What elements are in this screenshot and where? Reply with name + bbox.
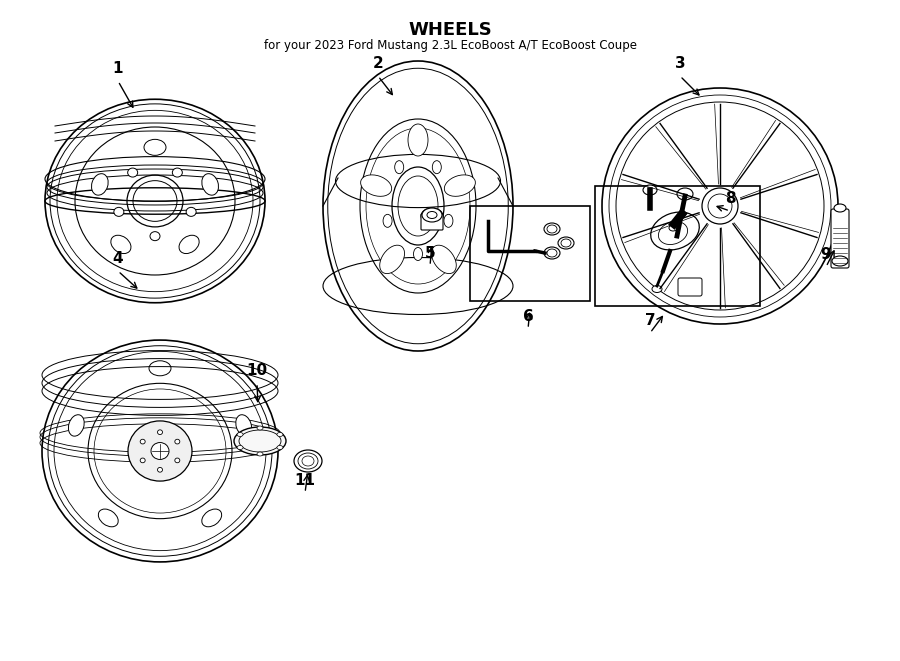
Ellipse shape — [677, 188, 693, 200]
Ellipse shape — [669, 225, 677, 231]
Ellipse shape — [689, 242, 710, 294]
Bar — [470, 206, 590, 301]
Ellipse shape — [422, 208, 442, 222]
Text: 6: 6 — [523, 309, 534, 324]
Ellipse shape — [652, 286, 662, 293]
Ellipse shape — [114, 208, 124, 216]
Ellipse shape — [544, 247, 560, 259]
Ellipse shape — [444, 214, 453, 227]
Ellipse shape — [236, 414, 252, 436]
Text: 2: 2 — [373, 56, 383, 71]
Ellipse shape — [277, 446, 283, 449]
Ellipse shape — [140, 440, 145, 444]
Ellipse shape — [408, 124, 428, 156]
Ellipse shape — [277, 432, 283, 436]
FancyBboxPatch shape — [421, 214, 443, 230]
Ellipse shape — [111, 235, 131, 254]
Text: 3: 3 — [675, 56, 685, 71]
Text: 10: 10 — [247, 363, 267, 378]
Ellipse shape — [645, 227, 690, 261]
Ellipse shape — [730, 118, 751, 171]
Ellipse shape — [150, 231, 160, 241]
Ellipse shape — [175, 458, 180, 463]
Ellipse shape — [445, 175, 475, 196]
Ellipse shape — [158, 430, 163, 434]
Ellipse shape — [651, 212, 699, 250]
Ellipse shape — [643, 185, 657, 195]
Ellipse shape — [544, 223, 560, 235]
Ellipse shape — [750, 227, 795, 261]
Ellipse shape — [294, 450, 322, 472]
Ellipse shape — [730, 242, 751, 294]
Text: WHEELS: WHEELS — [408, 21, 492, 39]
Text: 7: 7 — [644, 313, 655, 328]
Ellipse shape — [158, 467, 163, 472]
Ellipse shape — [172, 168, 183, 177]
Text: 5: 5 — [425, 246, 436, 261]
Ellipse shape — [234, 427, 286, 455]
Ellipse shape — [558, 237, 574, 249]
Ellipse shape — [427, 212, 437, 219]
FancyBboxPatch shape — [678, 278, 702, 296]
Ellipse shape — [413, 247, 422, 260]
Ellipse shape — [750, 151, 795, 184]
Ellipse shape — [149, 361, 171, 376]
Ellipse shape — [758, 200, 813, 212]
Ellipse shape — [98, 509, 118, 527]
FancyBboxPatch shape — [831, 209, 849, 268]
Ellipse shape — [431, 245, 456, 274]
Ellipse shape — [627, 200, 682, 212]
Ellipse shape — [128, 168, 138, 177]
Ellipse shape — [92, 174, 108, 195]
Text: for your 2023 Ford Mustang 2.3L EcoBoost A/T EcoBoost Coupe: for your 2023 Ford Mustang 2.3L EcoBoost… — [264, 39, 636, 52]
Ellipse shape — [151, 443, 169, 459]
Ellipse shape — [834, 204, 846, 212]
Ellipse shape — [421, 208, 443, 224]
Ellipse shape — [175, 440, 180, 444]
Ellipse shape — [68, 414, 85, 436]
Ellipse shape — [832, 256, 848, 266]
Ellipse shape — [128, 421, 192, 481]
Ellipse shape — [361, 175, 392, 196]
Text: 9: 9 — [821, 247, 832, 262]
Ellipse shape — [140, 458, 145, 463]
Ellipse shape — [179, 235, 199, 254]
Ellipse shape — [395, 161, 404, 174]
Text: 11: 11 — [294, 473, 316, 488]
Ellipse shape — [202, 509, 221, 527]
Ellipse shape — [645, 151, 690, 184]
Text: 1: 1 — [112, 61, 123, 76]
Ellipse shape — [257, 426, 263, 430]
Ellipse shape — [383, 214, 392, 227]
Bar — [595, 186, 760, 306]
Text: 8: 8 — [724, 191, 735, 206]
Ellipse shape — [144, 139, 166, 155]
Ellipse shape — [202, 174, 219, 195]
Ellipse shape — [432, 161, 441, 174]
Ellipse shape — [237, 432, 243, 436]
Ellipse shape — [186, 208, 196, 216]
Ellipse shape — [380, 245, 404, 274]
Ellipse shape — [257, 452, 263, 456]
Text: 4: 4 — [112, 251, 123, 266]
Ellipse shape — [689, 118, 710, 171]
Ellipse shape — [237, 446, 243, 449]
